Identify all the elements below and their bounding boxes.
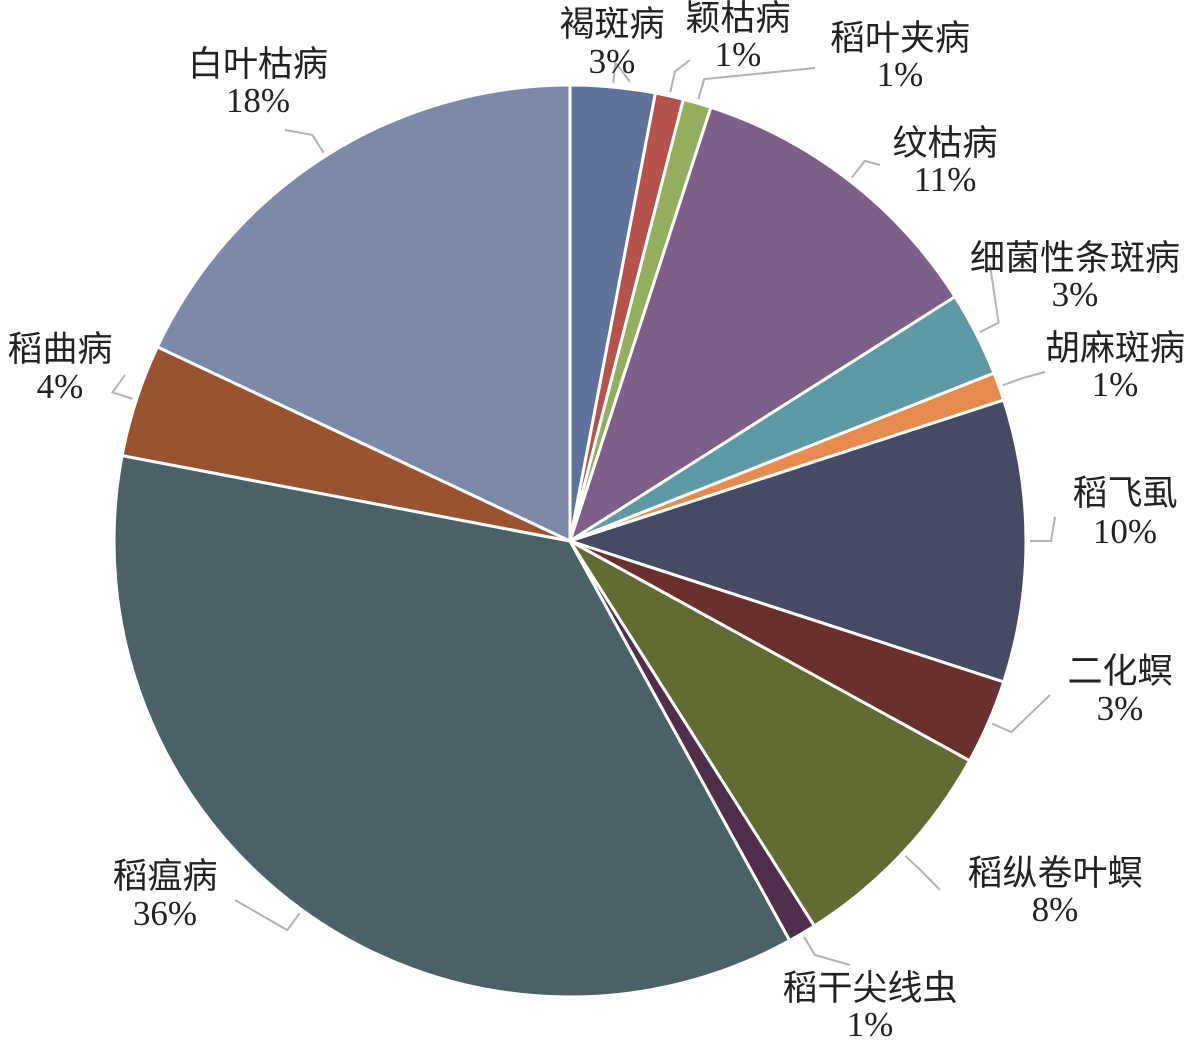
pie-slice bbox=[565, 398, 1028, 684]
leader-line bbox=[110, 374, 133, 400]
leader-line bbox=[904, 855, 941, 891]
leader-line bbox=[284, 129, 325, 154]
slice-label: 颖枯病 bbox=[685, 0, 790, 38]
slice-label: 白叶枯病 bbox=[188, 45, 328, 84]
slice-label: 细菌性条斑病 bbox=[970, 239, 1180, 278]
slice-value-label: 11% bbox=[914, 160, 977, 199]
pie-slice bbox=[568, 539, 972, 929]
leader-line bbox=[1002, 371, 1046, 387]
slice-label: 稻纵卷叶螟 bbox=[967, 854, 1142, 893]
leader-line bbox=[803, 936, 851, 966]
slice-label: 稻飞虱 bbox=[1072, 474, 1177, 513]
slice-value-label: 3% bbox=[589, 42, 636, 81]
slice-value-label: 1% bbox=[847, 1005, 894, 1044]
slice-value-label: 4% bbox=[37, 367, 84, 406]
slice-label: 稻干尖线虫 bbox=[782, 969, 957, 1008]
slice-value-label: 1% bbox=[715, 35, 762, 74]
leader-line bbox=[669, 59, 691, 93]
slice-label: 稻瘟病 bbox=[112, 857, 217, 896]
slice-value-label: 1% bbox=[1092, 365, 1139, 404]
slice-value-label: 8% bbox=[1032, 890, 1079, 929]
slice-label: 胡麻斑病 bbox=[1045, 329, 1185, 368]
leader-line bbox=[979, 264, 1000, 334]
leader-line bbox=[234, 899, 301, 932]
slice-value-label: 1% bbox=[877, 55, 924, 94]
leader-line bbox=[612, 59, 631, 84]
pie-slice bbox=[112, 453, 792, 999]
slice-value-label: 36% bbox=[133, 894, 197, 933]
pie-slice bbox=[155, 83, 572, 544]
slice-value-label: 3% bbox=[1097, 689, 1144, 728]
pie-slice bbox=[567, 105, 958, 545]
slice-label: 稻曲病 bbox=[7, 330, 112, 369]
leader-line bbox=[697, 67, 816, 100]
slice-value-label: 18% bbox=[226, 81, 290, 120]
slice-label: 纹枯病 bbox=[892, 124, 997, 163]
slice-value-label: 10% bbox=[1093, 512, 1157, 551]
slice-label: 褐斑病 bbox=[559, 5, 664, 44]
leader-line bbox=[851, 159, 881, 179]
slice-value-label: 3% bbox=[1052, 275, 1099, 314]
leader-line bbox=[1030, 516, 1056, 542]
slice-label: 二化螟 bbox=[1067, 652, 1172, 691]
leader-line bbox=[991, 694, 1051, 734]
slice-label: 稻叶夹病 bbox=[830, 19, 970, 58]
